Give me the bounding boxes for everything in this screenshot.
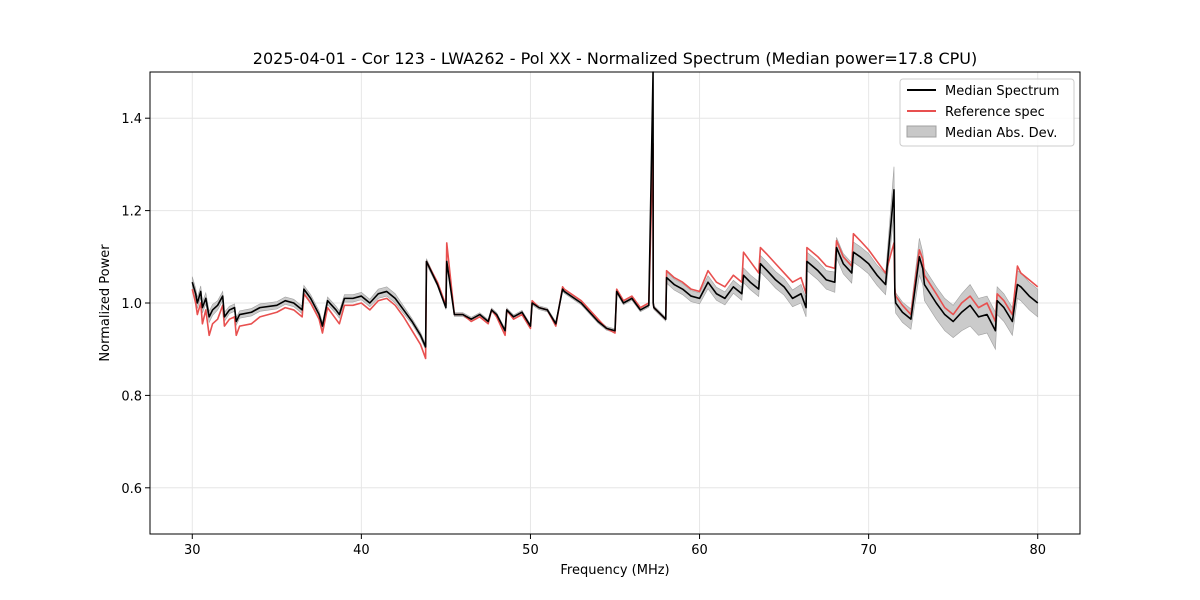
- chart-title: 2025-04-01 - Cor 123 - LWA262 - Pol XX -…: [253, 49, 977, 68]
- y-tick-label: 1.2: [121, 205, 142, 220]
- legend: Median Spectrum Reference spec Median Ab…: [899, 78, 1075, 147]
- y-tick-label: 1.0: [121, 297, 142, 312]
- x-tick-label: 80: [1029, 543, 1046, 558]
- series-group: [191, 71, 1039, 360]
- legend-mad-label: Median Abs. Dev.: [945, 126, 1057, 141]
- x-tick-label: 50: [522, 543, 539, 558]
- x-tick-label: 70: [860, 543, 877, 558]
- legend-median-label: Median Spectrum: [945, 84, 1059, 99]
- x-axis-label: Frequency (MHz): [560, 563, 669, 578]
- x-tick-label: 60: [691, 543, 708, 558]
- x-tick-label: 30: [184, 543, 201, 558]
- median-spectrum-line: [191, 71, 1039, 348]
- x-tick-label: 40: [353, 543, 370, 558]
- y-tick-label: 1.4: [121, 112, 142, 127]
- legend-reference-label: Reference spec: [945, 105, 1045, 120]
- y-tick-label: 0.6: [121, 482, 142, 497]
- legend-mad-swatch: [906, 125, 937, 138]
- y-tick-label: 0.8: [121, 389, 142, 404]
- legend-box: [899, 78, 1075, 147]
- y-axis-label: Normalized Power: [98, 244, 113, 362]
- axis-ticks: 30 40 50 60 70 80 0.6 0.8 1.0 1.2 1.4: [121, 112, 1046, 558]
